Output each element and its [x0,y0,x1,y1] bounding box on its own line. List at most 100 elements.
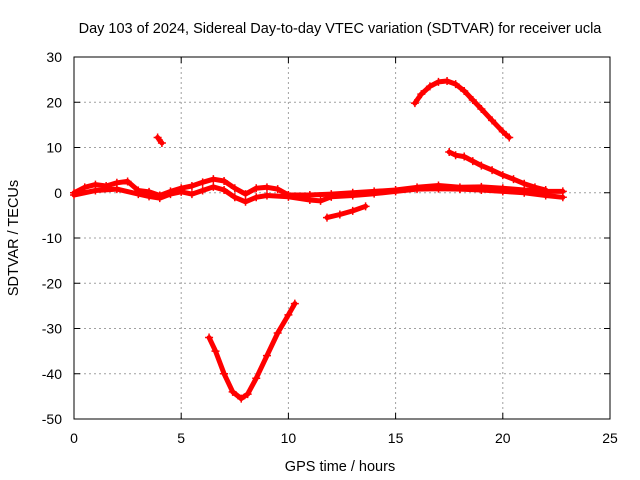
data-point [187,190,196,199]
data-point [488,166,497,175]
data-point [155,194,164,203]
data-point [451,151,460,160]
data-point [145,192,154,201]
y-tick-label: -20 [42,275,62,291]
data-point [252,374,261,383]
data-point [230,193,239,202]
data-point [209,182,218,191]
data-point [273,329,282,338]
data-point [434,184,443,193]
data-point [123,177,132,186]
series-layer [70,76,567,403]
data-point [112,185,121,194]
data-point [477,105,486,114]
x-tick-label: 20 [495,430,511,446]
data-point [541,186,550,195]
data-point [413,185,422,194]
data-point [177,187,186,196]
data-point [455,185,464,194]
data-point [284,192,293,201]
series-segment-deep-dip [206,301,298,402]
data-point [445,148,454,157]
y-tick-label: -30 [42,321,62,337]
data-point [434,77,443,86]
data-point [498,127,507,136]
x-tick-label: 0 [70,430,78,446]
data-point [425,82,434,91]
series-segment-12h [324,203,369,221]
data-point [70,191,78,200]
data-point [290,299,299,308]
data-point [451,80,460,89]
data-point [134,190,143,199]
data-point [220,186,229,195]
data-point [241,197,250,206]
data-point [220,369,229,378]
data-point [558,193,567,202]
data-point [241,190,250,199]
data-point [361,202,370,211]
data-point [370,189,379,198]
data-point [211,347,220,356]
data-point [262,351,271,360]
data-point [468,95,477,104]
data-point [530,183,539,192]
data-point [316,196,325,205]
data-point [252,184,261,193]
data-point [262,191,271,200]
tick-layer [73,56,611,420]
data-point [460,86,469,95]
y-tick-label: -10 [42,230,62,246]
data-point [198,186,207,195]
data-point [230,184,239,193]
data-point [477,161,486,170]
data-point [209,175,218,184]
x-tick-label: 10 [281,430,297,446]
data-point [348,206,357,215]
data-point [166,190,175,199]
grid-layer [74,57,610,419]
y-tick-label: 10 [46,140,62,156]
data-point [509,175,518,184]
x-tick-label: 25 [602,430,618,446]
data-point [262,183,271,192]
x-tick-label: 15 [388,430,404,446]
data-point [153,133,162,142]
data-point [477,186,486,195]
x-axis-label: GPS time / hours [285,459,395,475]
data-point [391,187,400,196]
data-point [220,176,229,185]
data-point [237,394,246,403]
data-point [252,193,261,202]
y-tick-label: -40 [42,366,62,382]
data-point [460,152,469,161]
label-layer: 0 5 10 15 20 25 30 20 10 0 -10 -20 -30 -40 -50 [42,49,618,446]
chart-title: Day 103 of 2024, Sidereal Day-to-day VTE… [79,21,603,37]
data-point [498,171,507,180]
data-point [410,99,419,108]
data-point [91,186,100,195]
data-point [243,390,252,399]
y-tick-label: 20 [46,94,62,110]
data-point [205,333,214,342]
y-axis-label: SDTVAR / TECUs [6,180,22,296]
data-point [520,179,529,188]
data-point [228,387,237,396]
data-point [157,138,166,147]
data-point [198,178,207,187]
data-point [284,310,293,319]
data-point [322,213,331,222]
data-point [327,192,336,201]
data-point [468,157,477,166]
y-tick-label: -50 [42,411,62,427]
data-point [335,210,344,219]
data-point [443,76,452,85]
data-point [488,116,497,125]
data-point [498,187,507,196]
data-point [348,191,357,200]
data-point [505,133,514,142]
data-point [187,181,196,190]
y-tick-label: 0 [54,185,62,201]
data-point [417,90,426,99]
